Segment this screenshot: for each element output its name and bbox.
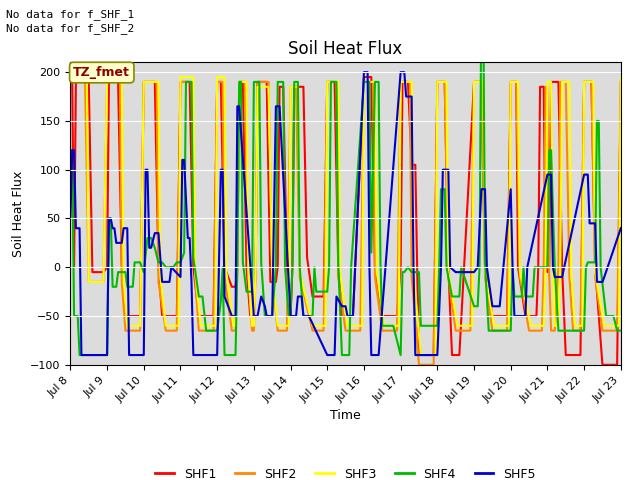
SHF4 bbox=[122, 269, 129, 275]
SHF1 bbox=[331, 79, 339, 85]
SHF1 bbox=[588, 79, 595, 85]
SHF4 bbox=[76, 352, 83, 358]
SHF4 bbox=[617, 328, 625, 334]
SHF5 bbox=[331, 352, 339, 358]
SHF5 bbox=[217, 167, 225, 173]
SHF3 bbox=[360, 79, 368, 85]
SHF2 bbox=[415, 362, 423, 368]
SHF1 bbox=[397, 264, 404, 270]
SHF2 bbox=[210, 328, 218, 334]
SHF2 bbox=[155, 279, 163, 285]
SHF1 bbox=[186, 79, 193, 85]
SHF4 bbox=[243, 289, 250, 295]
SHF5 bbox=[408, 94, 415, 99]
SHF1 bbox=[67, 79, 74, 85]
Line: SHF5: SHF5 bbox=[70, 72, 621, 355]
SHF1 bbox=[360, 74, 368, 80]
SHF2 bbox=[274, 328, 282, 334]
SHF5 bbox=[184, 235, 191, 241]
SHF5 bbox=[333, 294, 340, 300]
SHF2 bbox=[562, 79, 570, 85]
SHF3 bbox=[417, 352, 425, 358]
SHF5 bbox=[617, 225, 625, 231]
SHF2 bbox=[67, 79, 74, 85]
SHF5 bbox=[67, 216, 74, 221]
SHF4 bbox=[509, 264, 516, 270]
SHF4 bbox=[67, 147, 74, 153]
SHF4 bbox=[507, 328, 515, 334]
SHF2 bbox=[356, 328, 364, 334]
Title: Soil Heat Flux: Soil Heat Flux bbox=[289, 40, 403, 58]
SHF3 bbox=[568, 269, 575, 275]
SHF3 bbox=[156, 274, 164, 280]
SHF3 bbox=[213, 74, 221, 80]
SHF1 bbox=[213, 79, 221, 85]
Line: SHF2: SHF2 bbox=[70, 82, 621, 365]
SHF3 bbox=[177, 74, 184, 80]
Legend: SHF1, SHF2, SHF3, SHF4, SHF5: SHF1, SHF2, SHF3, SHF4, SHF5 bbox=[150, 463, 541, 480]
Line: SHF1: SHF1 bbox=[70, 77, 621, 365]
SHF5 bbox=[77, 352, 85, 358]
SHF3 bbox=[285, 323, 292, 329]
SHF4 bbox=[140, 269, 148, 275]
Text: TZ_fmet: TZ_fmet bbox=[74, 66, 130, 79]
SHF3 bbox=[617, 74, 625, 80]
Text: No data for f_SHF_2: No data for f_SHF_2 bbox=[6, 23, 134, 34]
SHF3 bbox=[140, 79, 148, 85]
SHF4 bbox=[234, 264, 241, 270]
SHF5 bbox=[107, 216, 115, 221]
Line: SHF4: SHF4 bbox=[70, 0, 621, 355]
SHF2 bbox=[140, 79, 148, 85]
Text: No data for f_SHF_1: No data for f_SHF_1 bbox=[6, 9, 134, 20]
SHF2 bbox=[617, 79, 625, 85]
X-axis label: Time: Time bbox=[330, 409, 361, 422]
Line: SHF3: SHF3 bbox=[70, 77, 621, 355]
Y-axis label: Soil Heat Flux: Soil Heat Flux bbox=[12, 170, 25, 257]
SHF5 bbox=[360, 69, 368, 75]
SHF1 bbox=[617, 79, 625, 85]
SHF1 bbox=[562, 352, 570, 358]
SHF1 bbox=[598, 362, 606, 368]
SHF3 bbox=[67, 79, 74, 85]
